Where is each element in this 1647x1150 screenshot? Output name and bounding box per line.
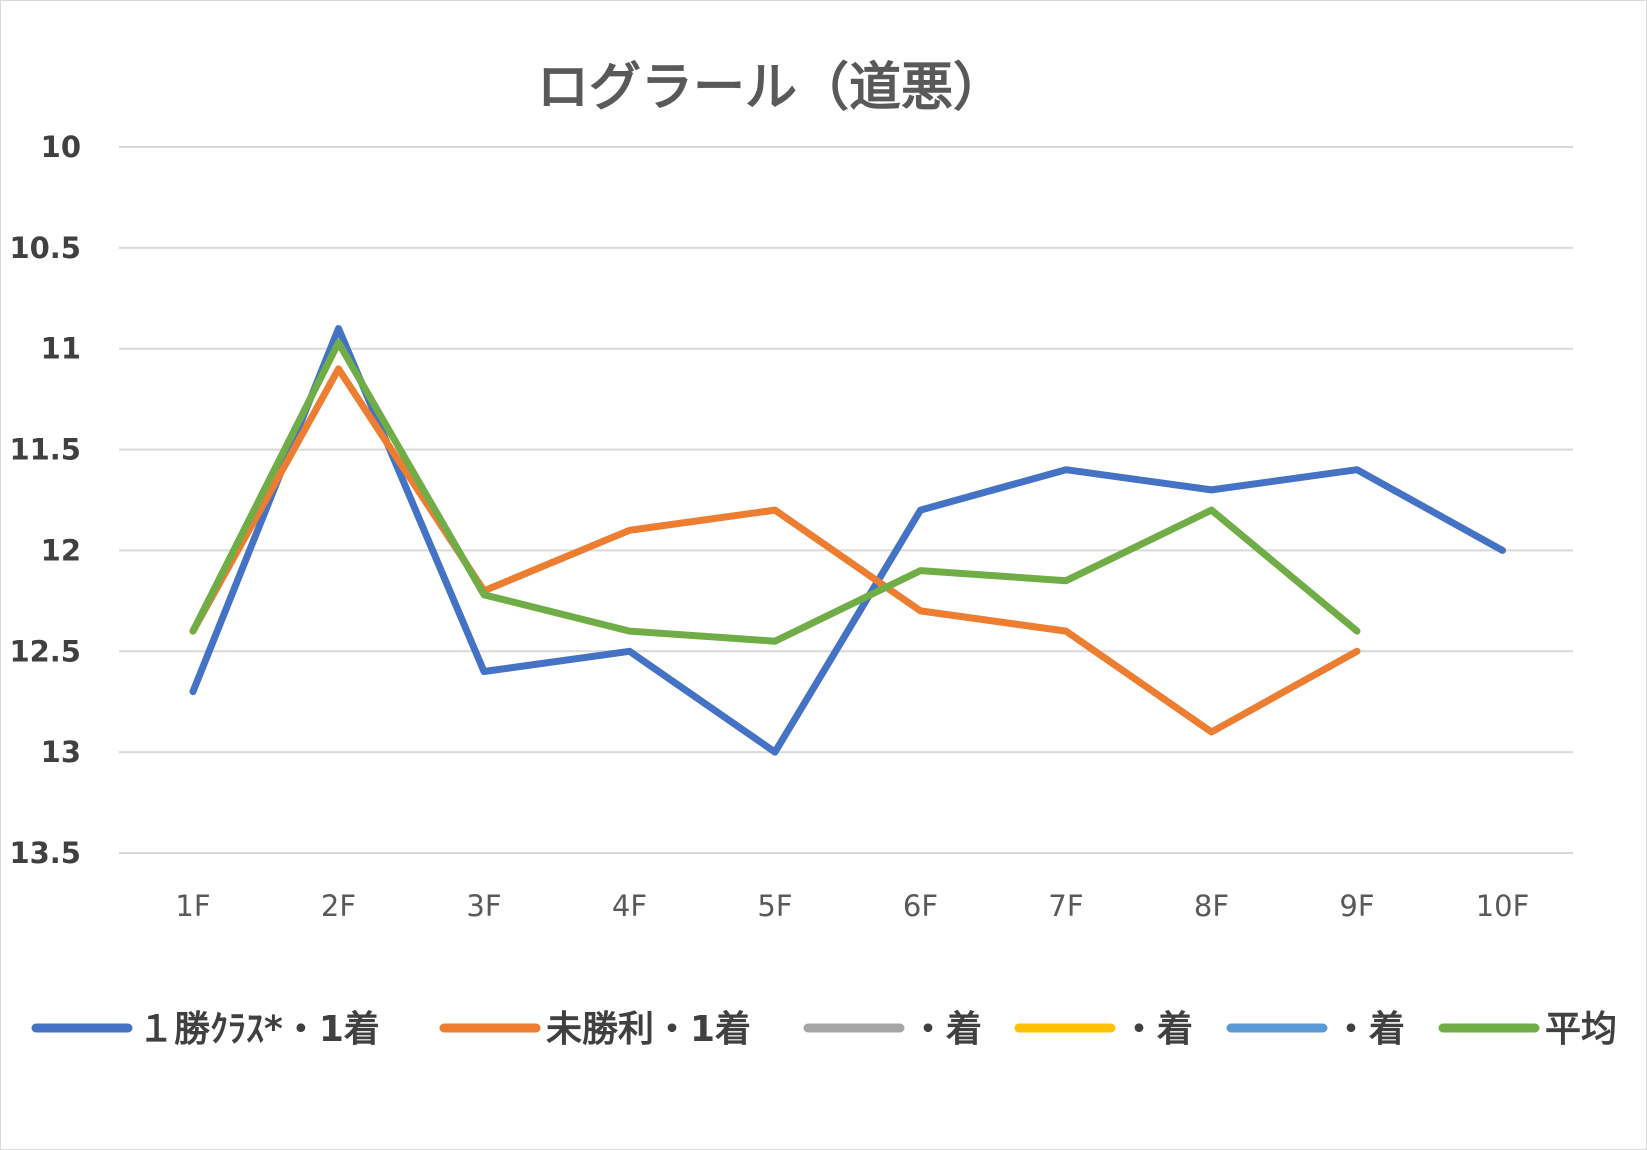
- y-tick-label: 13.5: [9, 836, 81, 870]
- series-line-1: [189, 365, 1361, 736]
- legend-item: ・着: [1014, 1009, 1193, 1050]
- x-axis: 1F 2F 3F 4F 5F 6F 7F 8F 9F 10F: [175, 889, 1529, 923]
- legend-item: 平均: [1438, 1009, 1617, 1050]
- x-tick-label: 8F: [1194, 889, 1229, 923]
- legend-label: ・着: [1121, 1009, 1193, 1050]
- x-tick-label: 2F: [321, 889, 356, 923]
- x-tick-label: 1F: [175, 889, 210, 923]
- y-tick-label: 10.5: [9, 231, 81, 265]
- legend-item: 未勝利・1着: [439, 1009, 751, 1050]
- grid: [119, 146, 1573, 854]
- y-tick-label: 12: [41, 533, 81, 567]
- legend-item: ・着: [803, 1009, 982, 1050]
- legend-item: ・着: [1226, 1009, 1405, 1050]
- legend: １勝ｸﾗｽ*・1着 未勝利・1着 ・着 ・着 ・着 平均: [31, 1009, 1617, 1050]
- series-lines: [189, 325, 1506, 756]
- y-tick-label: 13: [41, 735, 81, 769]
- x-tick-label: 10F: [1476, 889, 1530, 923]
- y-tick-label: 11.5: [9, 433, 81, 467]
- y-tick-label: 11: [41, 332, 81, 366]
- legend-label: ・着: [1333, 1009, 1405, 1050]
- y-tick-label: 12.5: [9, 634, 81, 668]
- x-tick-label: 7F: [1048, 889, 1083, 923]
- legend-label: 平均: [1545, 1009, 1617, 1050]
- y-tick-label: 10: [41, 130, 81, 164]
- legend-label: ・着: [910, 1009, 982, 1050]
- legend-item: １勝ｸﾗｽ*・1着: [31, 1009, 380, 1050]
- y-axis: 10 10.5 11 11.5 12 12.5 13 13.5: [9, 130, 81, 870]
- x-tick-label: 3F: [466, 889, 501, 923]
- legend-label: 未勝利・1着: [546, 1009, 751, 1050]
- series-line-0: [189, 325, 1506, 756]
- x-tick-label: 4F: [612, 889, 647, 923]
- x-tick-label: 5F: [757, 889, 792, 923]
- chart-title: ログラール（道悪）: [537, 58, 1005, 118]
- x-tick-label: 9F: [1339, 889, 1374, 923]
- series-line-5: [189, 339, 1361, 645]
- x-tick-label: 6F: [903, 889, 938, 923]
- legend-label: １勝ｸﾗｽ*・1着: [138, 1009, 380, 1050]
